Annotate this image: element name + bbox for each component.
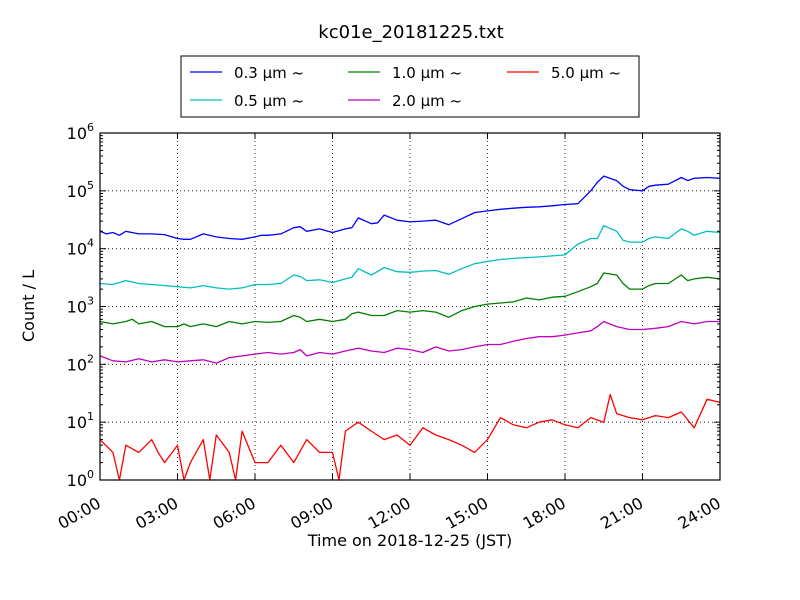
y-tick-label: 104 <box>67 237 94 259</box>
x-tick-label: 24:00 <box>675 493 724 533</box>
x-tick-label: 00:00 <box>55 493 104 533</box>
legend-label-1: 0.5 μm ~ <box>234 92 304 110</box>
y-tick-exponent: 2 <box>87 352 94 365</box>
series-line-1 <box>99 225 721 290</box>
y-tick-exponent: 3 <box>87 295 94 308</box>
grid <box>100 133 720 480</box>
ticks <box>99 132 721 481</box>
y-tick-base: 10 <box>67 182 87 201</box>
y-tick-exponent: 6 <box>87 121 94 134</box>
x-tick-label: 12:00 <box>365 493 414 533</box>
legend-label-2: 1.0 μm ~ <box>392 64 462 82</box>
y-tick-base: 10 <box>67 471 87 490</box>
y-tick-exponent: 4 <box>87 237 94 250</box>
y-tick-base: 10 <box>67 240 87 259</box>
y-tick-base: 10 <box>67 355 87 374</box>
x-axis-label: Time on 2018-12-25 (JST) <box>307 531 512 550</box>
x-tick-label: 06:00 <box>210 493 259 533</box>
y-tick-exponent: 5 <box>87 179 94 192</box>
x-tick-labels: 00:00 03:00 06:00 09:00 12:00 15:00 18:00 21:00… <box>55 493 724 533</box>
y-tick-label: 102 <box>67 352 94 374</box>
legend-label-4: 5.0 μm ~ <box>551 64 621 82</box>
chart-title: kc01e_20181225.txt <box>318 22 503 43</box>
legend-box <box>180 55 640 118</box>
series-line-2 <box>99 272 721 328</box>
y-tick-base: 10 <box>67 298 87 317</box>
series-line-4 <box>99 393 721 481</box>
y-tick-base: 10 <box>67 124 87 143</box>
x-tick-label: 09:00 <box>287 493 336 533</box>
y-tick-exponent: 1 <box>87 410 94 423</box>
x-tick-label: 21:00 <box>597 493 646 533</box>
y-tick-label: 105 <box>67 179 94 201</box>
y-axis-label: Count / L <box>19 270 38 342</box>
legend-label-0: 0.3 μm ~ <box>234 64 304 82</box>
x-tick-label: 15:00 <box>442 493 491 533</box>
y-tick-base: 10 <box>67 413 87 432</box>
series-line-3 <box>99 320 720 364</box>
y-tick-label: 103 <box>67 295 94 317</box>
legend-label-3: 2.0 μm ~ <box>392 92 462 110</box>
series-lines <box>99 175 721 481</box>
x-tick-label: 03:00 <box>132 493 181 533</box>
x-tick-label: 18:00 <box>520 493 569 533</box>
y-tick-label: 106 <box>67 121 94 143</box>
legend: 0.3 μm ~ 0.5 μm ~ 1.0 μm ~ 2.0 μm ~ 5.0 μm ~ <box>180 55 640 118</box>
y-tick-label: 100 <box>67 468 94 490</box>
y-tick-label: 101 <box>67 410 94 432</box>
y-tick-exponent: 0 <box>87 468 94 481</box>
series-line-0 <box>99 175 721 240</box>
